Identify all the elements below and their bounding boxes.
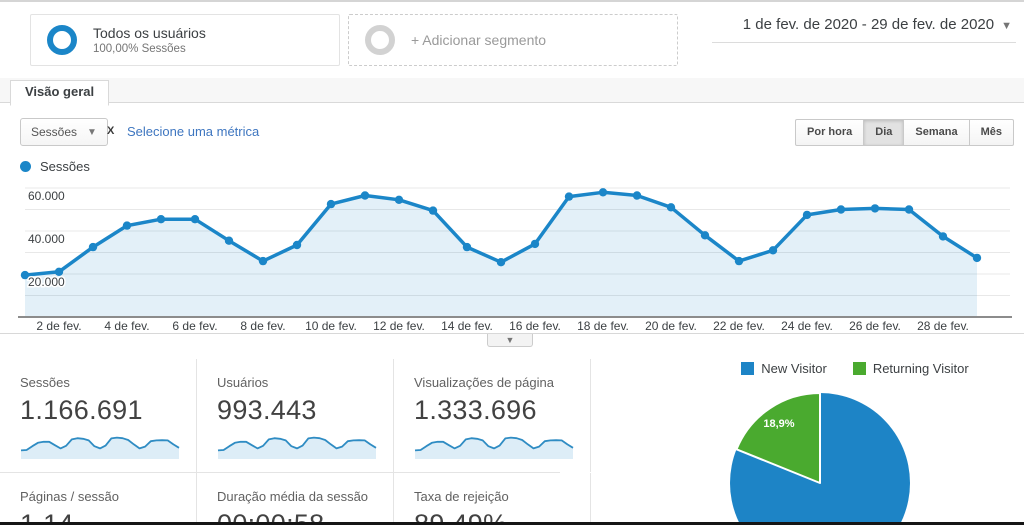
new-visitor-swatch-icon — [741, 362, 755, 375]
segment-subtitle: 100,00% Sessões — [93, 42, 186, 55]
svg-text:6 de fev.: 6 de fev. — [172, 319, 217, 333]
chevron-down-icon: ▼ — [87, 126, 97, 138]
metric-card-sessions: Sessões 1.166.691 — [0, 359, 197, 472]
metric-title: Páginas / sessão — [20, 489, 120, 504]
metric-card-avg-duration: Duração média da sessão 00:00:58 — [197, 473, 394, 525]
chart-legend: Sessões — [20, 159, 90, 174]
series-dot-icon — [20, 161, 31, 172]
legend-item-returning-visitor: Returning Visitor — [852, 361, 969, 376]
add-segment-button[interactable]: + Adicionar segmento — [348, 14, 678, 66]
chevron-down-icon: ▼ — [1001, 20, 1012, 32]
granularity-month-button[interactable]: Mês — [968, 119, 1014, 146]
segment-all-users[interactable]: Todos os usuários 100,00% Sessões — [30, 14, 340, 66]
svg-text:24 de fev.: 24 de fev. — [781, 319, 833, 333]
metric-row-1: Sessões 1.166.691 Usuários 993.443 Visua… — [0, 359, 591, 473]
tab-bar: Visão geral — [0, 78, 1024, 106]
metric-title: Sessões — [20, 375, 70, 390]
tab-visao-geral[interactable]: Visão geral — [10, 80, 110, 106]
chart-bottom-divider — [0, 333, 1024, 334]
granularity-button-group: Por hora Dia Semana Mês — [795, 119, 1014, 146]
metric-value: 1,14 — [20, 509, 74, 525]
series-label: Sessões — [40, 159, 90, 174]
granularity-day-button[interactable]: Dia — [863, 119, 905, 146]
vs-separator: X — [107, 125, 115, 137]
metric-card-pages-per-session: Páginas / sessão 1,14 — [0, 473, 197, 525]
svg-text:26 de fev.: 26 de fev. — [849, 319, 901, 333]
svg-text:10 de fev.: 10 de fev. — [305, 319, 357, 333]
returning-visitor-swatch-icon — [852, 362, 866, 375]
metric-card-pageviews: Visualizações de página 1.333.696 — [394, 359, 591, 472]
svg-text:2 de fev.: 2 de fev. — [36, 319, 81, 333]
select-metric-link[interactable]: Selecione uma métrica — [127, 124, 260, 139]
metric-value: 00:00:58 — [217, 509, 325, 525]
segment-title: Todos os usuários — [93, 24, 206, 41]
metric-value: 1.333.696 — [414, 395, 537, 425]
window-bottom-edge — [0, 522, 1024, 525]
metric-title: Visualizações de página — [414, 375, 554, 390]
metric-value: 89,49% — [414, 509, 508, 525]
svg-text:22 de fev.: 22 de fev. — [713, 319, 765, 333]
svg-text:4 de fev.: 4 de fev. — [104, 319, 149, 333]
svg-text:14 de fev.: 14 de fev. — [441, 319, 493, 333]
legend-label: New Visitor — [761, 361, 827, 376]
legend-label: Returning Visitor — [872, 361, 969, 376]
legend-item-new-visitor: New Visitor — [741, 361, 827, 376]
pageviews-sparkline — [414, 436, 574, 459]
segment-circle-icon — [47, 25, 77, 55]
date-range-underline — [712, 42, 1016, 43]
svg-text:18,9%: 18,9% — [763, 418, 794, 430]
metric-title: Taxa de rejeição — [414, 489, 509, 504]
segment-circle-icon — [365, 25, 395, 55]
granularity-week-button[interactable]: Semana — [903, 119, 970, 146]
metric-card-users: Usuários 993.443 — [197, 359, 394, 472]
svg-text:8 de fev.: 8 de fev. — [240, 319, 285, 333]
granularity-hour-button[interactable]: Por hora — [795, 119, 865, 146]
svg-text:12 de fev.: 12 de fev. — [373, 319, 425, 333]
svg-text:20.000: 20.000 — [28, 275, 65, 289]
metric-select-dropdown[interactable]: Sessões ▼ — [20, 118, 108, 146]
svg-text:28 de fev.: 28 de fev. — [917, 319, 969, 333]
metric-summary: Sessões 1.166.691 Usuários 993.443 Visua… — [0, 359, 591, 525]
sessions-line-chart: 20.000 40.000 60.000 2 de fev. 4 de fev. 6 de… — [18, 187, 1012, 333]
metric-select-label: Sessões — [31, 125, 78, 139]
svg-text:16 de fev.: 16 de fev. — [509, 319, 561, 333]
metric-value: 1.166.691 — [20, 395, 143, 425]
metric-row-2: Páginas / sessão 1,14 Duração média da s… — [0, 473, 591, 525]
metric-value: 993.443 — [217, 395, 317, 425]
svg-text:60.000: 60.000 — [28, 189, 65, 203]
collapse-chart-button[interactable]: ▼ — [487, 334, 533, 347]
metric-title: Usuários — [217, 375, 269, 390]
add-segment-label: + Adicionar segmento — [411, 32, 547, 48]
svg-text:20 de fev.: 20 de fev. — [645, 319, 697, 333]
visitor-type-legend: New Visitor Returning Visitor — [690, 361, 1020, 376]
date-range-selector[interactable]: 1 de fev. de 2020 - 29 de fev. de 2020 ▼ — [743, 16, 1012, 33]
sessions-sparkline — [20, 436, 180, 459]
date-range-text: 1 de fev. de 2020 - 29 de fev. de 2020 — [742, 16, 995, 33]
users-sparkline — [217, 436, 377, 459]
metric-title: Duração média da sessão — [217, 489, 369, 504]
svg-text:18 de fev.: 18 de fev. — [577, 319, 629, 333]
visitor-type-pie-chart: 18,9% — [730, 392, 910, 525]
metric-card-bounce-rate: Taxa de rejeição 89,49% — [394, 473, 591, 525]
svg-text:40.000: 40.000 — [28, 232, 65, 246]
